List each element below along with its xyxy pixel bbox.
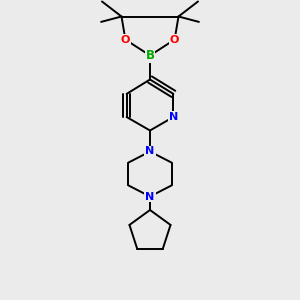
- Text: B: B: [146, 49, 154, 62]
- Text: N: N: [146, 191, 154, 202]
- Text: O: O: [121, 34, 130, 45]
- Text: N: N: [146, 146, 154, 157]
- Text: O: O: [170, 34, 179, 45]
- Text: N: N: [169, 112, 178, 122]
